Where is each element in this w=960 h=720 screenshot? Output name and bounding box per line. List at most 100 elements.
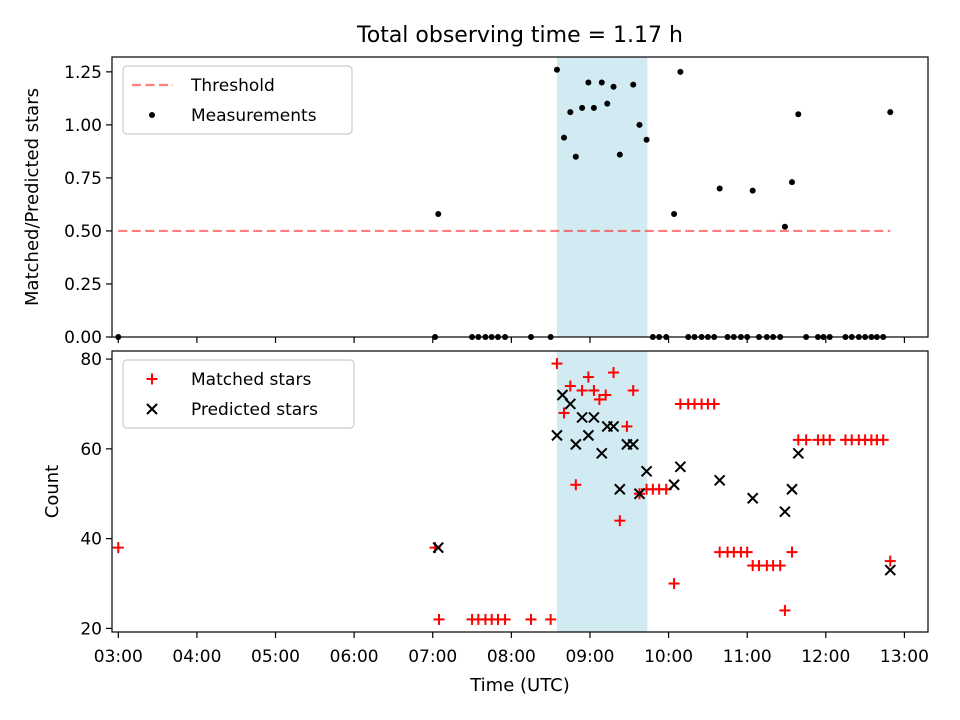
data-point — [567, 109, 574, 116]
data-point — [708, 398, 720, 410]
data-point — [582, 371, 594, 383]
y-tick-label: 20 — [80, 619, 102, 639]
marker-stroke — [674, 461, 687, 473]
data-point — [884, 564, 896, 576]
data-point — [621, 420, 633, 432]
y-tick-label: 60 — [80, 440, 102, 460]
data-point — [674, 461, 687, 473]
legend-swatch — [149, 112, 155, 118]
data-point — [614, 483, 626, 495]
legend-label: Predicted stars — [191, 400, 318, 420]
data-point — [561, 134, 568, 141]
data-point — [576, 411, 588, 424]
legend-top: Threshold Measurements — [122, 65, 353, 135]
data-point — [570, 479, 582, 491]
data-point — [558, 407, 570, 419]
panel-ratio: 0.00 0.25 0.50 0.75 1.00 1.25 Matched/Predict… — [22, 56, 929, 348]
marker-stroke — [786, 483, 798, 495]
marker-stroke — [614, 483, 626, 495]
data-point — [525, 613, 537, 625]
data-point — [786, 546, 798, 558]
data-point — [604, 100, 611, 107]
data-point — [779, 604, 791, 616]
data-point — [668, 479, 680, 491]
data-point — [564, 398, 577, 410]
y-tick-label: 40 — [80, 530, 102, 550]
data-point — [630, 81, 637, 88]
marker-stroke — [551, 429, 563, 442]
data-point — [643, 136, 650, 143]
data-point — [551, 429, 563, 442]
marker-stroke — [746, 492, 759, 504]
data-point — [432, 541, 444, 554]
data-point — [588, 411, 600, 424]
x-tick-label: 10:00 — [644, 647, 693, 667]
x-tick-label: 05:00 — [251, 647, 300, 667]
data-point — [713, 474, 726, 486]
y-ticks-top: 0.00 0.25 0.50 0.75 1.00 1.25 — [64, 63, 112, 348]
data-point — [824, 434, 836, 446]
data-point — [582, 429, 595, 442]
marker-stroke — [668, 479, 680, 491]
data-point — [887, 109, 894, 116]
y-tick-label: 0.50 — [64, 222, 102, 242]
data-point — [598, 79, 605, 86]
data-point — [146, 373, 158, 385]
data-point — [779, 505, 791, 518]
observing-window-span-bottom — [556, 351, 648, 632]
marker-stroke — [627, 438, 639, 451]
data-point — [774, 560, 786, 572]
marker-stroke — [640, 465, 653, 478]
data-point — [786, 483, 798, 495]
marker-stroke — [596, 447, 608, 460]
y-tick-label: 80 — [80, 350, 102, 370]
data-point — [545, 613, 557, 625]
x-tick-label: 03:00 — [94, 647, 143, 667]
legend-label: Matched stars — [191, 370, 311, 390]
marker-stroke — [146, 403, 158, 415]
y-ticks-bottom: 20 40 60 80 — [80, 350, 112, 639]
x-axis-label: Time (UTC) — [469, 675, 570, 696]
marker-stroke — [633, 488, 646, 500]
marker-stroke — [564, 398, 577, 410]
data-point — [570, 438, 582, 451]
x-tick-label: 11:00 — [723, 647, 772, 667]
x-tick-label: 07:00 — [408, 647, 457, 667]
x-tick-label: 04:00 — [172, 647, 221, 667]
y-tick-label: 1.25 — [64, 63, 102, 83]
y-tick-label: 0.75 — [64, 169, 102, 189]
data-point — [499, 613, 511, 625]
data-point — [556, 389, 569, 401]
data-point — [636, 121, 643, 128]
data-point — [593, 393, 605, 405]
data-point — [877, 434, 889, 446]
marker-stroke — [607, 420, 620, 433]
data-point — [596, 447, 608, 460]
data-point — [585, 79, 592, 86]
data-point — [668, 578, 680, 590]
marker-stroke — [582, 429, 595, 442]
data-point — [146, 403, 158, 415]
x-ticks-top — [117, 337, 906, 343]
data-point — [435, 210, 442, 217]
data-point — [551, 358, 563, 370]
legend-swatch — [146, 373, 158, 385]
data-point — [789, 179, 795, 186]
y-tick-label: 0.00 — [64, 328, 102, 348]
data-point — [433, 613, 445, 625]
marker-stroke — [588, 411, 600, 424]
data-point — [579, 104, 586, 111]
legend-label: Measurements — [191, 106, 317, 126]
data-point — [884, 555, 896, 567]
legend-box — [122, 359, 355, 429]
data-point — [716, 185, 723, 192]
x-tick-label: 12:00 — [801, 647, 850, 667]
data-point — [640, 465, 653, 478]
marker-stroke — [432, 541, 444, 554]
data-point — [633, 488, 646, 500]
data-point — [600, 389, 612, 401]
shaded-span-rect — [556, 57, 648, 337]
marker-stroke — [779, 505, 791, 518]
data-point — [610, 83, 617, 90]
